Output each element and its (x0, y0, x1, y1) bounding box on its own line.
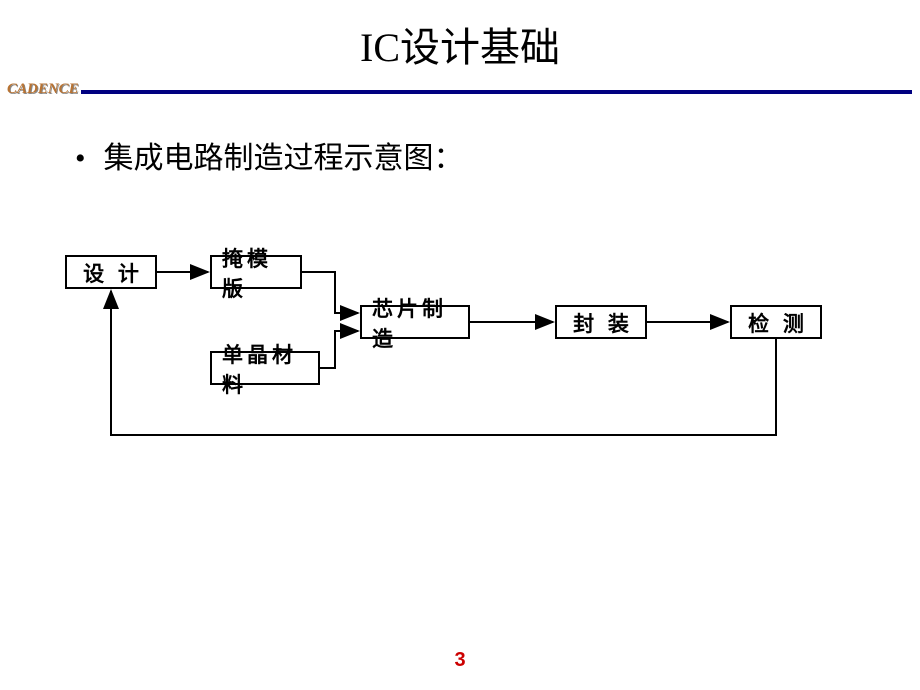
flowchart-node-package: 封 装 (555, 305, 647, 339)
slide-title: IC设计基础 (0, 0, 920, 83)
bullet-item: • 集成电路制造过程示意图： (75, 133, 920, 177)
bullet-dot-icon: • (75, 142, 86, 176)
flowchart-node-design: 设 计 (65, 255, 157, 289)
flowchart-node-mask: 掩模版 (210, 255, 302, 289)
divider-line (7, 90, 912, 94)
flowchart: 设 计 掩模版单晶材料 芯片制造 封 装 检 测 (55, 255, 870, 460)
flowchart-node-fab: 芯片制造 (360, 305, 470, 339)
flowchart-node-test: 检 测 (730, 305, 822, 339)
flowchart-connectors (55, 255, 870, 460)
bullet-text: 集成电路制造过程示意图： (104, 133, 464, 177)
page-number: 3 (0, 649, 920, 672)
flowchart-node-material: 单晶材料 (210, 351, 320, 385)
brand-label: CADENCE (7, 81, 81, 98)
divider: CADENCE (0, 83, 920, 103)
